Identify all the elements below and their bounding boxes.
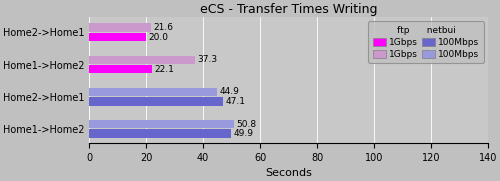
Bar [89,129,232,138]
Bar [89,88,217,96]
Text: 50.8: 50.8 [236,120,256,129]
Text: 37.3: 37.3 [198,55,218,64]
Title: eCS - Transfer Times Writing: eCS - Transfer Times Writing [200,3,378,16]
Text: 20.0: 20.0 [148,33,169,42]
Legend: 1Gbps, 1Gbps, 100Mbps, 100Mbps: 1Gbps, 1Gbps, 100Mbps, 100Mbps [368,22,484,63]
Bar [89,33,146,41]
Text: 22.1: 22.1 [154,65,174,74]
Text: 47.1: 47.1 [226,97,246,106]
Text: 21.6: 21.6 [153,23,173,32]
Bar [89,120,234,128]
Bar [89,24,150,32]
Bar [89,97,224,106]
Bar [89,65,152,73]
Text: 44.9: 44.9 [220,87,239,96]
X-axis label: Seconds: Seconds [265,168,312,178]
Text: 49.9: 49.9 [234,129,254,138]
Bar [89,56,196,64]
